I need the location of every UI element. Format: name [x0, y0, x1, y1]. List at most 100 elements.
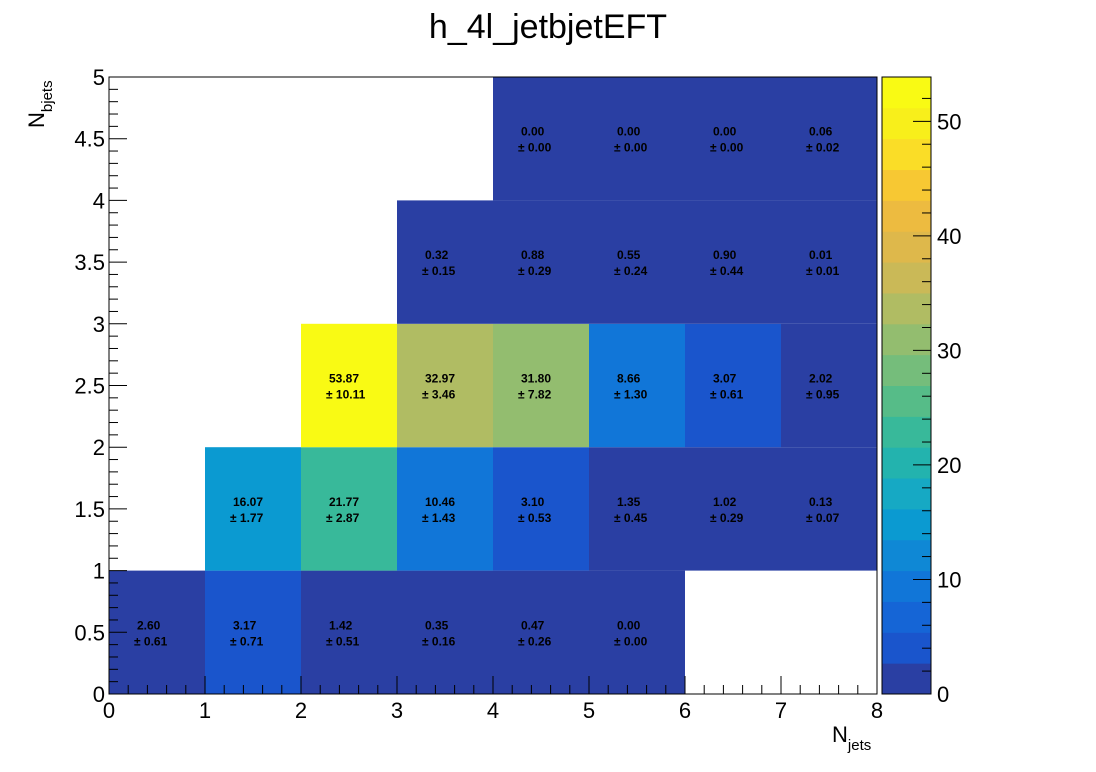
colorbar-tick-label: 30: [937, 338, 961, 363]
cell-value-label: 0.47: [521, 618, 545, 632]
x-tick-label: 2: [295, 698, 307, 723]
cell-error-label: ± 0.07: [806, 511, 840, 525]
cell-error-label: ± 0.00: [710, 141, 744, 155]
y-tick-label: 5: [93, 65, 105, 90]
colorbar-segment: [882, 539, 931, 572]
x-tick-label: 4: [487, 698, 499, 723]
heatmap-cell: [493, 200, 589, 324]
colorbar-tick-label: 20: [937, 453, 961, 478]
heatmap-cell: [685, 447, 781, 571]
heatmap-cell: [205, 570, 301, 694]
cell-error-label: ± 0.53: [518, 511, 552, 525]
cell-error-label: ± 0.51: [326, 634, 360, 648]
colorbar-tick-label: 10: [937, 567, 961, 592]
y-tick-label: 0.5: [74, 620, 105, 645]
color-scale: 0 10 20 30 40 50: [881, 76, 961, 707]
cell-value-label: 3.07: [713, 372, 737, 386]
x-tick-label: 7: [775, 698, 787, 723]
heatmap-cell: [781, 323, 877, 448]
heatmap-cell: [397, 447, 493, 571]
colorbar-segment: [882, 385, 931, 417]
heatmap-cell: [685, 77, 781, 201]
colorbar-segment: [882, 601, 931, 633]
heatmap-cell: [397, 200, 493, 324]
cell-value-label: 0.13: [809, 495, 833, 509]
heatmap-cell: [493, 570, 589, 694]
cell-value-label: 3.17: [233, 618, 257, 632]
x-tick-label: 1: [199, 698, 211, 723]
heatmap-cell: [301, 570, 397, 694]
colorbar-segment: [882, 262, 931, 294]
y-tick-label: 2: [93, 435, 105, 460]
heatmap-cell: [589, 77, 685, 201]
colorbar-segment: [882, 200, 931, 232]
cell-error-label: ± 0.95: [806, 388, 840, 402]
cell-value-label: 1.35: [617, 495, 641, 509]
x-tick-label: 0: [103, 698, 115, 723]
heatmap-cell: [493, 323, 589, 448]
colorbar-segment: [882, 292, 931, 325]
cell-value-label: 21.77: [329, 495, 359, 509]
heatmap-cell: [589, 570, 685, 694]
cell-value-label: 53.87: [329, 372, 359, 386]
cell-value-label: 0.88: [521, 248, 545, 262]
colorbar-segment: [882, 107, 931, 140]
cell-value-label: 1.42: [329, 618, 353, 632]
cell-error-label: ± 0.29: [710, 511, 744, 525]
cell-labels: 2.60 ± 0.61 3.17 ± 0.71 1.42 ± 0.51 0.35 ± 0.16…: [134, 125, 840, 649]
cell-value-label: 0.35: [425, 618, 449, 632]
heatmap-cell: [781, 447, 877, 571]
colorbar-tick-label: 50: [937, 109, 961, 134]
cell-error-label: ± 1.77: [230, 511, 264, 525]
heatmap-cells: [109, 77, 877, 694]
cell-value-label: 3.10: [521, 495, 545, 509]
cell-error-label: ± 7.82: [518, 388, 552, 402]
cell-error-label: ± 0.71: [230, 634, 264, 648]
y-tick-label: 3: [93, 312, 105, 337]
cell-error-label: ± 0.02: [806, 141, 840, 155]
cell-error-label: ± 1.43: [422, 511, 456, 525]
cell-value-label: 0.55: [617, 248, 641, 262]
cell-error-label: ± 0.00: [614, 634, 648, 648]
cell-value-label: 0.06: [809, 125, 833, 139]
y-axis: 0 0.5 1 1.5 2 2.5 3 3.5 4 4.5 5: [74, 65, 127, 707]
heatmap-cell: [205, 447, 301, 571]
x-axis-label-sub: jets: [847, 737, 871, 754]
cell-error-label: ± 0.45: [614, 511, 648, 525]
cell-value-label: 10.46: [425, 495, 455, 509]
heatmap-cell: [589, 323, 685, 448]
colorbar-segment: [882, 138, 931, 171]
cell-error-label: ± 0.44: [710, 264, 744, 278]
y-tick-label: 4.5: [74, 127, 105, 152]
cell-value-label: 0.00: [617, 618, 641, 632]
y-axis-label-sub: bjets: [39, 80, 56, 112]
cell-error-label: ± 0.00: [518, 141, 552, 155]
y-tick-label: 1.5: [74, 497, 105, 522]
cell-error-label: ± 0.61: [134, 634, 168, 648]
cell-value-label: 2.60: [137, 618, 161, 632]
x-tick-label: 3: [391, 698, 403, 723]
heatmap-cell: [589, 200, 685, 324]
cell-value-label: 32.97: [425, 372, 455, 386]
y-tick-label: 2.5: [74, 374, 105, 399]
heatmap-cell: [301, 323, 397, 448]
cell-error-label: ± 0.29: [518, 264, 552, 278]
heatmap-cell: [685, 200, 781, 324]
heatmap-cell: [493, 447, 589, 571]
heatmap-cell: [589, 447, 685, 571]
heatmap-cell: [781, 200, 877, 324]
colorbar-tick-label: 0: [937, 682, 949, 707]
colorbar-frame: [881, 76, 932, 695]
cell-value-label: 1.02: [713, 495, 737, 509]
colorbar-tick-label: 40: [937, 224, 961, 249]
colorbar-segment: [882, 231, 931, 263]
cell-value-label: 0.32: [425, 248, 449, 262]
cell-error-label: ± 0.26: [518, 634, 552, 648]
y-tick-label: 3.5: [74, 250, 105, 275]
cell-error-label: ± 0.01: [806, 264, 840, 278]
cell-error-label: ± 3.46: [422, 388, 456, 402]
cell-error-label: ± 0.16: [422, 634, 456, 648]
cell-error-label: ± 2.87: [326, 511, 360, 525]
chart-title: h_4l_jetbjetEFT: [429, 8, 667, 46]
